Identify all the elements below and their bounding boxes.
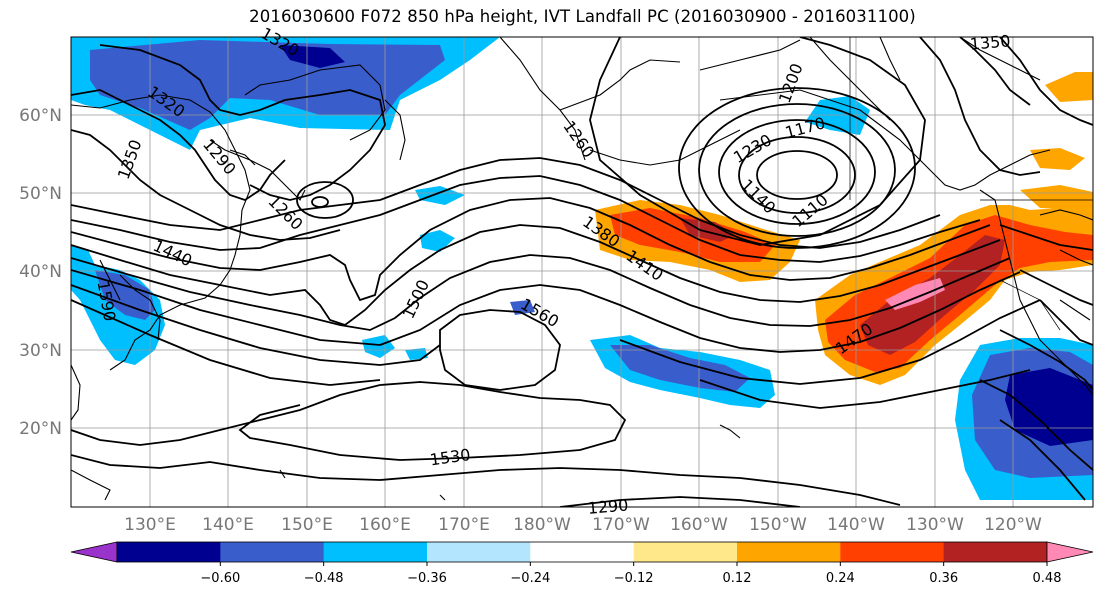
colorbar-extend-max xyxy=(1046,541,1094,563)
colorbar-tick-label: 0.12 xyxy=(723,571,752,586)
contour-label: 1350 xyxy=(969,31,1011,53)
colorbar-tick-label: 0.24 xyxy=(826,571,855,586)
colorbar-cell xyxy=(943,542,1048,562)
lon-label-180w: 180°W xyxy=(513,515,571,535)
lon-label-160e: 160°E xyxy=(359,515,411,535)
colorbar-cell xyxy=(633,542,738,562)
colorbar: −0.60 −0.48 −0.36 −0.24 −0.12 0.12 0.24 0.36 0.4… xyxy=(70,541,1094,586)
lon-label-170e: 170°E xyxy=(438,515,490,535)
lon-label-140w: 140°W xyxy=(827,515,885,535)
colorbar-tick-label: −0.60 xyxy=(200,571,240,586)
lat-label-30n: 30°N xyxy=(19,341,62,361)
colorbar-extend-min xyxy=(70,541,118,563)
contour-label: 1110 xyxy=(788,190,831,231)
lat-label-50n: 50°N xyxy=(19,184,62,204)
lat-label-60n: 60°N xyxy=(19,106,62,126)
contour-label: 1230 xyxy=(730,130,775,167)
contour-label: 1350 xyxy=(114,137,146,182)
colorbar-tick-label: −0.24 xyxy=(510,571,550,586)
lon-label-150w: 150°W xyxy=(749,515,807,535)
lon-label-150e: 150°E xyxy=(281,515,333,535)
colorbar-tick-label: 0.48 xyxy=(1033,571,1062,586)
contour-label: 1530 xyxy=(429,445,472,469)
lat-label-20n: 20°N xyxy=(19,419,62,439)
contour-label: 1260 xyxy=(559,117,598,161)
longitude-labels: 130°E 140°E 150°E 160°E 170°E 180°W 170°… xyxy=(124,515,1042,535)
colorbar-cell xyxy=(530,542,635,562)
lon-label-160w: 160°W xyxy=(670,515,728,535)
map-title: 2016030600 F072 850 hPa height, IVT Land… xyxy=(249,7,916,26)
contour-label: 1560 xyxy=(517,294,562,331)
contour-label: 1500 xyxy=(399,277,433,322)
lon-label-120w: 120°W xyxy=(984,515,1042,535)
colorbar-cell xyxy=(323,542,428,562)
colorbar-cell xyxy=(220,542,325,562)
colorbar-tick-label: −0.36 xyxy=(407,571,447,586)
colorbar-tick-label: 0.36 xyxy=(929,571,958,586)
lon-label-130w: 130°W xyxy=(906,515,964,535)
map-frame xyxy=(70,36,1094,508)
colorbar-tick-label: −0.12 xyxy=(614,571,654,586)
height-contours xyxy=(71,37,1093,507)
colorbar-cell xyxy=(840,542,945,562)
lon-label-130e: 130°E xyxy=(124,515,176,535)
contour-label: 1200 xyxy=(775,61,807,106)
contour-label: 1290 xyxy=(199,135,240,178)
colorbar-cell xyxy=(117,542,221,562)
lon-label-170w: 170°W xyxy=(592,515,650,535)
contour-label: 1140 xyxy=(737,175,779,217)
colorbar-tick-label: −0.48 xyxy=(304,571,344,586)
lon-label-140e: 140°E xyxy=(202,515,254,535)
contour-label: 1440 xyxy=(150,236,195,270)
latitude-labels: 60°N 50°N 40°N 30°N 20°N xyxy=(19,106,62,439)
colorbar-cell xyxy=(427,542,531,562)
colorbar-cell xyxy=(737,542,841,562)
lat-label-40n: 40°N xyxy=(19,262,62,282)
